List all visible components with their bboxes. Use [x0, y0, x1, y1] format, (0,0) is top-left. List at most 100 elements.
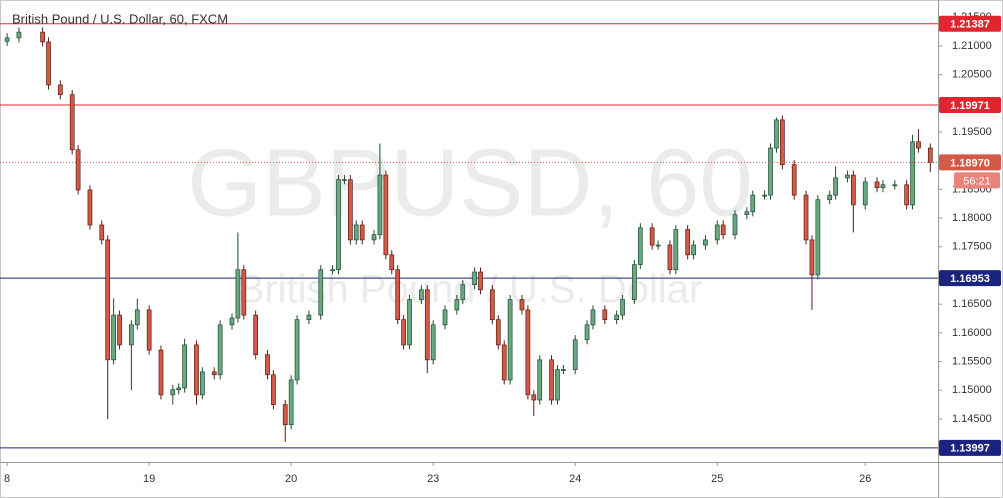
candle-body — [637, 227, 643, 265]
candle-body — [809, 239, 815, 276]
candle-body — [211, 371, 217, 376]
plot — [0, 23, 938, 449]
y-tick-label: 1.20500 — [952, 69, 992, 81]
candle-body — [347, 179, 353, 241]
candle-body — [359, 224, 365, 241]
candle-body — [780, 119, 785, 166]
y-tick-label: 1.16000 — [952, 327, 992, 339]
candle-body — [673, 229, 679, 271]
candle-body — [815, 199, 821, 276]
level-label: 1.13997 — [950, 443, 990, 455]
candle-body — [667, 244, 673, 271]
candle-body — [927, 147, 933, 163]
candle-body — [253, 314, 259, 356]
y-tick-label: 1.18000 — [952, 212, 992, 224]
candle-body — [507, 299, 513, 381]
y-tick-label: 1.15000 — [952, 384, 992, 396]
candle-body — [537, 359, 543, 401]
x-tick-label: 26 — [859, 473, 871, 485]
x-tick-label: 20 — [285, 473, 297, 485]
x-tick-label: 23 — [427, 473, 439, 485]
candle-body — [874, 181, 880, 189]
candle-body — [401, 319, 406, 346]
candle-body — [768, 147, 773, 196]
candle-body — [916, 141, 921, 149]
candle-body — [584, 324, 590, 341]
candle-body — [774, 119, 779, 149]
level-label: 1.16953 — [950, 273, 990, 285]
candle-body — [732, 214, 738, 236]
candle-body — [478, 271, 483, 291]
candle-body — [383, 174, 389, 256]
candle-body — [69, 94, 75, 151]
candle-body — [851, 174, 856, 206]
candle-body — [531, 394, 537, 401]
candle-body — [306, 314, 312, 321]
candle-body — [129, 324, 134, 346]
candle-body — [833, 177, 838, 196]
candle-body — [880, 184, 886, 189]
candle-body — [762, 194, 767, 197]
candle-body — [117, 314, 122, 346]
y-tick-label: 1.16500 — [952, 298, 992, 310]
candle-body — [288, 379, 294, 426]
candle-body — [649, 227, 655, 246]
axis-labels: 1.215001.210001.205001.195001.185001.180… — [4, 11, 1001, 485]
candle-body — [235, 269, 241, 319]
candle-body — [241, 269, 247, 316]
candle-body — [472, 271, 477, 286]
candle-body — [16, 31, 22, 39]
candle-body — [525, 309, 531, 396]
candle-body — [265, 354, 270, 376]
level-label-box — [939, 96, 1001, 113]
level-label: 1.19971 — [950, 100, 990, 112]
x-tick-label: 19 — [143, 473, 155, 485]
candle-body — [430, 324, 436, 361]
candle-body — [389, 254, 395, 271]
candle-body — [87, 189, 93, 226]
candle-body — [519, 299, 525, 311]
y-tick-label: 1.21000 — [952, 40, 992, 52]
candle-body — [194, 344, 199, 396]
candle-body — [282, 404, 288, 426]
candle-body — [691, 244, 696, 256]
candle-body — [685, 229, 691, 256]
candle-body — [336, 179, 341, 271]
candle-body — [501, 344, 507, 381]
candle-body — [111, 314, 116, 361]
candle-body — [703, 239, 708, 246]
candle-body — [424, 289, 430, 361]
candle-body — [105, 239, 111, 361]
candle-body — [377, 174, 383, 236]
candle-body — [442, 309, 448, 326]
countdown-label: 56:21 — [963, 175, 991, 187]
candle-body — [182, 344, 187, 389]
candle-body — [46, 41, 51, 86]
candle-body — [555, 369, 560, 401]
candle-body — [620, 299, 625, 316]
candle-body — [495, 319, 501, 346]
candle-body — [342, 179, 347, 181]
current-price-label: 1.18970 — [950, 157, 990, 169]
candle-body — [827, 194, 833, 201]
candle-body — [632, 264, 637, 300]
candle-body — [655, 244, 661, 247]
candle-body — [803, 194, 809, 241]
candle-body — [791, 164, 797, 196]
x-tick-label: 25 — [711, 473, 723, 485]
candle-body — [371, 234, 377, 241]
candle-body — [294, 319, 300, 381]
candle-body — [892, 184, 898, 187]
candle-body — [407, 299, 412, 346]
countdown-box — [954, 172, 1000, 189]
candle-body — [75, 149, 81, 191]
level-label-box — [939, 270, 1001, 287]
candle-body — [910, 141, 915, 206]
x-tick-label: 8 — [4, 473, 10, 485]
candle-body — [318, 269, 324, 316]
candle-body — [146, 309, 152, 351]
candle-body — [419, 289, 424, 300]
candle-body — [99, 224, 105, 241]
y-tick-label: 1.17500 — [952, 241, 992, 253]
